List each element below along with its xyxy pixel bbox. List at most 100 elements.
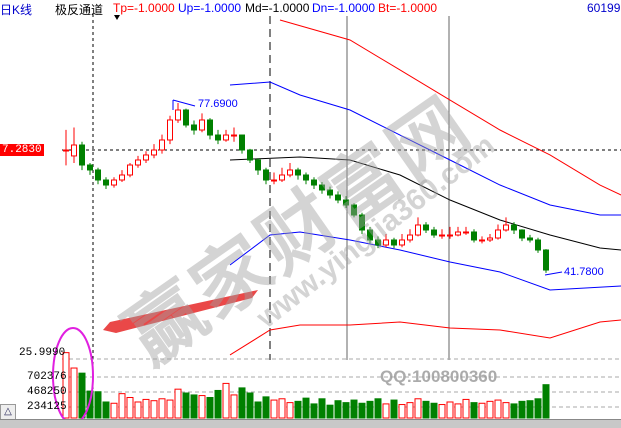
- candle: [79, 141, 85, 171]
- low-price-label: 41.7800: [564, 266, 604, 278]
- volume-bar: [518, 400, 526, 419]
- up-channel-line: [229, 81, 621, 216]
- volume-bar: [342, 402, 350, 419]
- candle-body: [463, 231, 469, 234]
- high-price-label: 77.6900: [198, 98, 238, 110]
- volume-bar: [134, 401, 142, 419]
- horizontal-scrollbar[interactable]: [0, 419, 621, 428]
- volume-bar: [222, 382, 230, 419]
- candle: [495, 224, 501, 240]
- volume-bar: [494, 399, 502, 419]
- indicator-name[interactable]: 极反通道: [55, 3, 104, 17]
- volume-bar: [262, 396, 270, 419]
- candle: [423, 222, 429, 234]
- candle: [167, 115, 173, 145]
- candle-body: [487, 237, 493, 241]
- tp-channel-line: [279, 19, 621, 196]
- volume-tick: 702376: [27, 371, 67, 383]
- candle: [327, 186, 333, 199]
- candle-body: [447, 234, 453, 237]
- volume-bar: [510, 403, 518, 419]
- candle: [487, 233, 493, 243]
- candle: [367, 226, 373, 244]
- candle: [479, 236, 485, 244]
- volume-bar: [310, 403, 318, 419]
- candle-body: [407, 234, 413, 241]
- candle-body: [95, 169, 101, 181]
- candle-body: [183, 109, 189, 126]
- candle: [295, 167, 301, 180]
- candle: [71, 127, 77, 164]
- candle-body: [495, 229, 501, 239]
- candle: [239, 134, 245, 154]
- volume-tick: 234125: [27, 401, 67, 413]
- candle-body: [175, 109, 181, 121]
- candle-body: [271, 179, 277, 182]
- volume-bar: [238, 387, 246, 419]
- candle-body: [79, 144, 85, 166]
- candle: [511, 222, 517, 234]
- candle-body: [87, 164, 93, 171]
- cursor-price-label: 7.2830: [0, 144, 44, 156]
- volume-bar: [190, 394, 198, 419]
- candle: [359, 212, 365, 234]
- candle: [135, 155, 141, 168]
- candle-body: [391, 239, 397, 246]
- candle-body: [287, 169, 293, 176]
- volume-bar: [526, 400, 534, 419]
- volume-bar: [422, 400, 430, 419]
- candle-body: [111, 179, 117, 186]
- volume-bar: [462, 398, 470, 419]
- candle: [439, 229, 445, 239]
- volume-bar: [350, 399, 358, 419]
- candle-body: [255, 159, 261, 171]
- candle: [343, 196, 349, 208]
- candle: [391, 237, 397, 249]
- candle-body: [279, 174, 285, 181]
- candle-body: [367, 229, 373, 241]
- volume-bar: [502, 402, 510, 419]
- candle: [287, 163, 293, 178]
- candle-body: [359, 214, 365, 231]
- volume-bar: [406, 402, 414, 419]
- volume-bar: [334, 400, 342, 419]
- volume-bar: [294, 400, 302, 419]
- candle: [447, 226, 453, 239]
- candle-body: [63, 149, 69, 152]
- candle-body: [351, 204, 357, 216]
- candle-body: [199, 119, 205, 131]
- volume-bar: [62, 352, 70, 419]
- candle: [223, 129, 229, 142]
- candle-body: [471, 231, 477, 241]
- candle: [503, 217, 509, 232]
- period-label: 日K线: [0, 3, 33, 17]
- candle-body: [375, 239, 381, 246]
- volume-bar: [470, 402, 478, 419]
- candle: [415, 217, 421, 237]
- candle: [471, 229, 477, 243]
- price-axis-bottom: 25.9990: [19, 347, 66, 359]
- candle: [263, 167, 269, 185]
- low-marker: [544, 271, 563, 276]
- candle-body: [511, 224, 517, 231]
- candle: [335, 191, 341, 204]
- stock-code: 60199: [587, 1, 621, 15]
- volume-bar: [542, 384, 550, 419]
- volume-bar: [150, 400, 158, 419]
- candle: [431, 226, 437, 238]
- candle: [63, 129, 69, 166]
- candle: [215, 129, 221, 145]
- volume-bar: [534, 398, 542, 419]
- volume-bar: [246, 392, 254, 419]
- dropdown-triangle-icon[interactable]: [114, 15, 120, 20]
- volume-bar: [366, 400, 374, 419]
- volume-bar: [158, 398, 166, 419]
- candle-body: [535, 239, 541, 251]
- triangle-up-icon[interactable]: △: [0, 404, 16, 420]
- high-marker: [172, 99, 196, 107]
- candle-body: [239, 134, 245, 151]
- volume-bar: [454, 403, 462, 419]
- candle-body: [71, 144, 77, 157]
- indicator-header: 日K线 极反通道 Tp=-1.0000 Up=-1.0000 Md=-1.000…: [0, 0, 621, 17]
